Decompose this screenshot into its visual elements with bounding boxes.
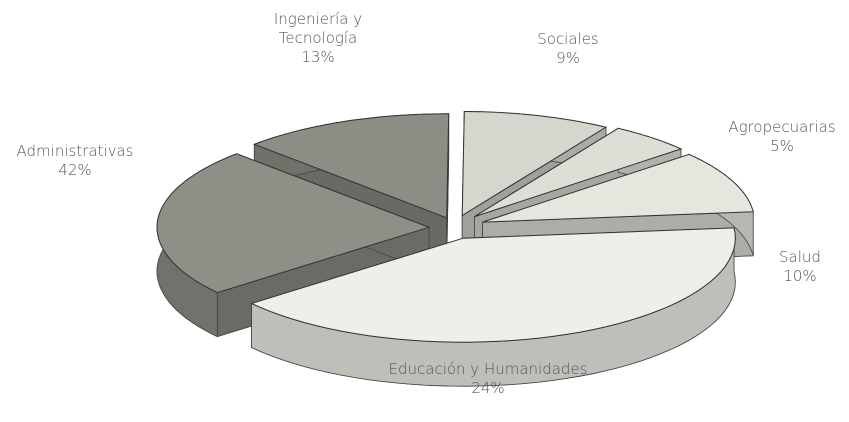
value-label: 10%: [783, 267, 817, 285]
value-label: 13%: [301, 48, 335, 66]
value-label: 42%: [58, 161, 92, 179]
slice-label: Educación y Humanidades 24%: [388, 360, 588, 398]
slice-label: Sociales 9%: [518, 30, 618, 68]
slice-label: Agropecuarias 5%: [707, 118, 849, 156]
slice-label: Ingeniería y Tecnología 13%: [258, 10, 378, 67]
slice-label: Salud 10%: [760, 248, 840, 286]
value-label: 5%: [770, 137, 794, 155]
slice-label: Administrativas 42%: [5, 142, 145, 180]
slice: [252, 113, 450, 219]
category-label: Educación y Humanidades: [388, 360, 588, 378]
category-label: Agropecuarias: [728, 118, 836, 136]
category-label: Administrativas: [16, 142, 134, 160]
value-label: 9%: [556, 49, 580, 67]
slice: [474, 127, 683, 218]
slice: [250, 227, 736, 343]
value-label: 24%: [471, 379, 505, 397]
category-label: Salud: [779, 248, 821, 266]
slice: [461, 111, 608, 217]
category-label: Ingeniería y Tecnología: [273, 10, 363, 47]
slice-group: [250, 227, 736, 387]
category-label: Sociales: [537, 30, 599, 48]
slice: [156, 153, 431, 294]
slice: [482, 153, 754, 223]
